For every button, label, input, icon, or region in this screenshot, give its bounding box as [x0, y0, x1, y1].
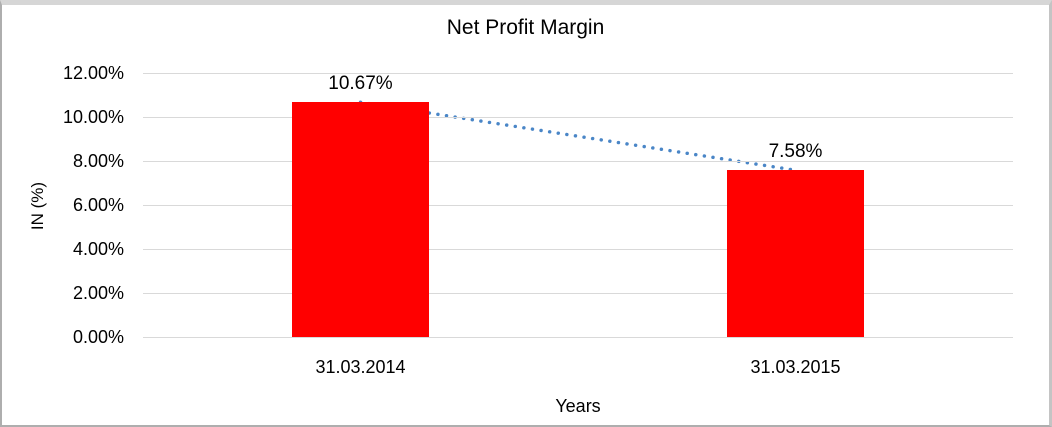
y-tick-label: 0.00% — [72, 327, 124, 347]
gridline — [143, 117, 1013, 118]
x-tick-label: 31.03.2014 — [315, 357, 406, 377]
gridline — [143, 205, 1013, 206]
y-tick-label: 10.00% — [62, 107, 124, 127]
gridline — [143, 293, 1013, 294]
trendline — [358, 100, 798, 172]
y-tick-label: 4.00% — [72, 239, 124, 259]
x-tick-label: 31.03.2015 — [750, 357, 841, 377]
y-tick-label: 2.00% — [72, 283, 124, 303]
x-axis-title: Years — [555, 396, 601, 416]
gridline — [143, 161, 1013, 162]
gridline — [143, 249, 1013, 250]
bar-31.03.2014 — [292, 102, 429, 337]
gridline — [143, 337, 1013, 338]
data-label: 7.58% — [768, 141, 823, 163]
y-tick-label: 6.00% — [72, 195, 124, 215]
y-tick-label: 8.00% — [72, 151, 124, 171]
data-label: 10.67% — [328, 73, 393, 95]
plot-area: 10.67% 7.58% — [143, 73, 1013, 338]
y-tick-label: 12.00% — [62, 63, 124, 83]
bar-31.03.2015 — [727, 170, 864, 337]
chart-title: Net Profit Margin — [446, 16, 605, 39]
gridline — [143, 73, 1013, 74]
